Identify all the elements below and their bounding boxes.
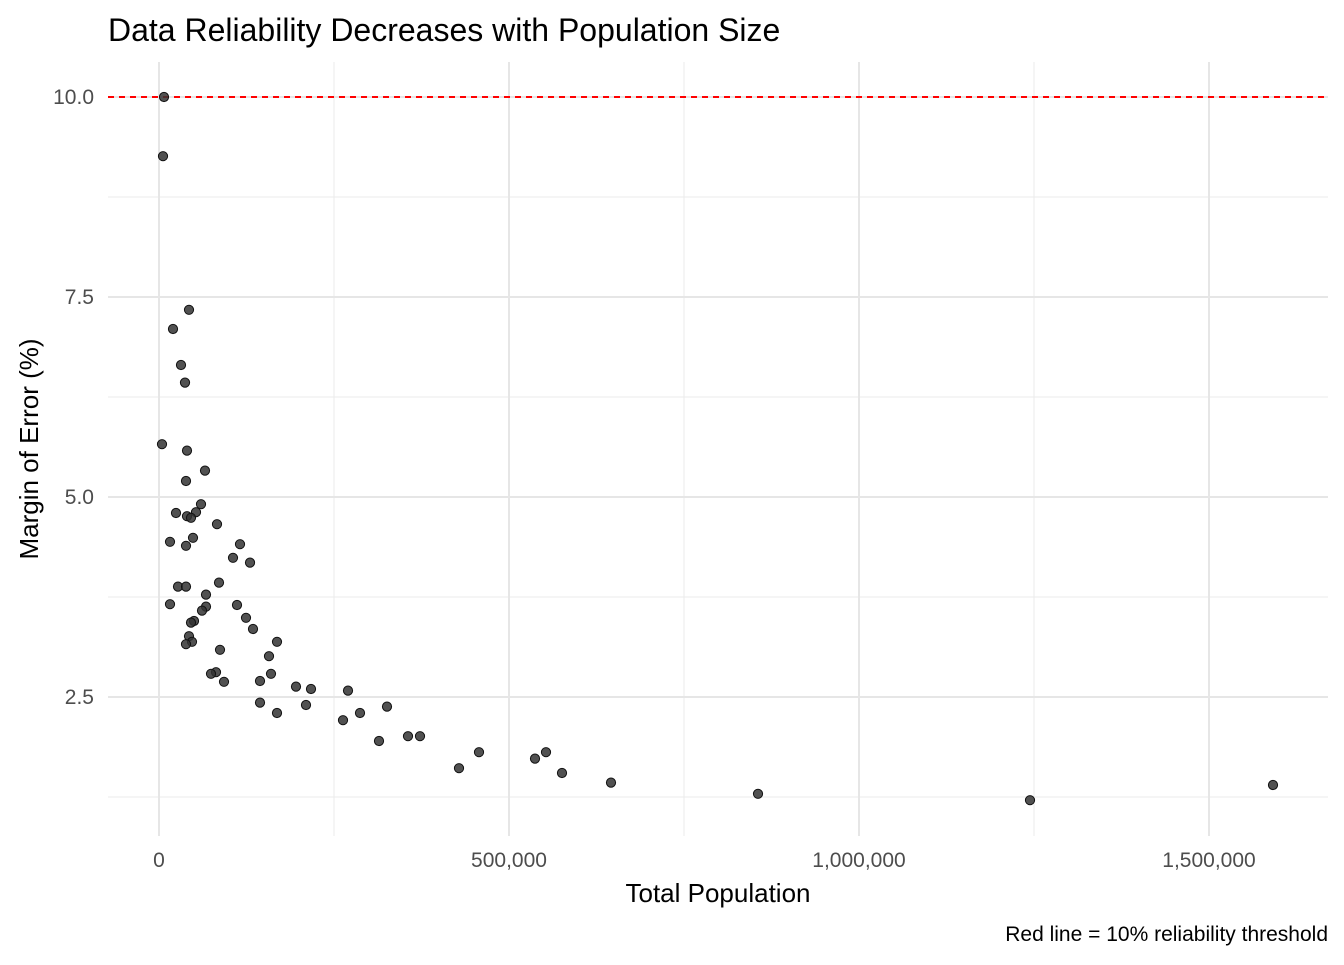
data-point	[167, 323, 179, 335]
data-point	[540, 747, 552, 758]
data-point	[453, 763, 465, 774]
y-tick-label: 5.0	[65, 486, 94, 509]
data-point	[373, 735, 385, 747]
x-tick-label: 1,000,000	[812, 849, 905, 872]
data-point	[164, 536, 176, 547]
x-axis-ticks: 0 500,000 1,000,000 1,500,000	[153, 849, 1256, 872]
data-point	[271, 707, 283, 719]
data-point	[196, 605, 208, 616]
data-point	[605, 777, 617, 788]
y-tick-label: 10.0	[53, 86, 94, 109]
data-point	[381, 701, 393, 712]
data-point	[180, 540, 192, 551]
data-point	[180, 475, 192, 487]
data-point	[214, 644, 226, 655]
data-point	[200, 589, 212, 600]
data-point	[227, 552, 239, 563]
x-tick-label: 1,500,000	[1162, 849, 1255, 872]
data-point	[305, 683, 317, 695]
data-point	[271, 636, 283, 647]
data-point	[556, 767, 568, 779]
y-axis-label: Margin of Error (%)	[14, 338, 44, 559]
x-tick-label: 0	[153, 849, 165, 872]
x-axis-label: Total Population	[625, 878, 810, 908]
data-point	[199, 465, 211, 476]
data-point	[195, 499, 207, 510]
data-point	[205, 668, 217, 679]
data-point	[218, 676, 230, 687]
data-point	[414, 731, 426, 742]
data-point	[247, 623, 259, 635]
y-axis-ticks: 2.5 5.0 7.5 10.0	[53, 86, 94, 709]
data-point	[263, 651, 275, 662]
data-point	[185, 617, 197, 628]
data-point	[244, 557, 256, 568]
data-point	[254, 675, 266, 687]
caption: Red line = 10% reliability threshold	[1005, 923, 1328, 946]
y-tick-label: 7.5	[65, 286, 94, 309]
data-point	[157, 151, 169, 162]
data-point	[342, 685, 354, 696]
data-point	[158, 91, 170, 103]
data-point	[175, 359, 187, 371]
data-point	[265, 668, 277, 679]
data-point	[187, 532, 199, 543]
data-point	[211, 519, 223, 530]
data-point	[156, 439, 168, 450]
data-point	[164, 599, 176, 610]
data-point	[231, 599, 243, 611]
data-point	[473, 747, 485, 758]
data-point	[179, 377, 191, 388]
data-point	[752, 788, 764, 799]
data-point	[300, 699, 312, 711]
grid	[108, 62, 1328, 836]
data-point	[185, 512, 197, 523]
y-tick-label: 2.5	[65, 686, 94, 709]
data-point	[337, 715, 349, 726]
data-point	[290, 681, 302, 692]
data-point	[402, 731, 414, 742]
data-point	[234, 539, 246, 550]
chart-title: Data Reliability Decreases with Populati…	[108, 12, 780, 48]
data-point	[170, 507, 182, 519]
data-point	[181, 445, 193, 456]
data-point	[180, 581, 192, 592]
data-point	[183, 304, 195, 315]
data-point	[529, 753, 541, 764]
data-point	[213, 577, 225, 588]
data-point	[1267, 779, 1279, 791]
data-point	[240, 612, 252, 623]
data-point	[1024, 795, 1036, 806]
data-point	[180, 639, 192, 650]
data-points	[156, 91, 1279, 806]
data-point	[354, 707, 366, 719]
data-point	[254, 697, 266, 708]
x-tick-label: 500,000	[471, 849, 547, 872]
